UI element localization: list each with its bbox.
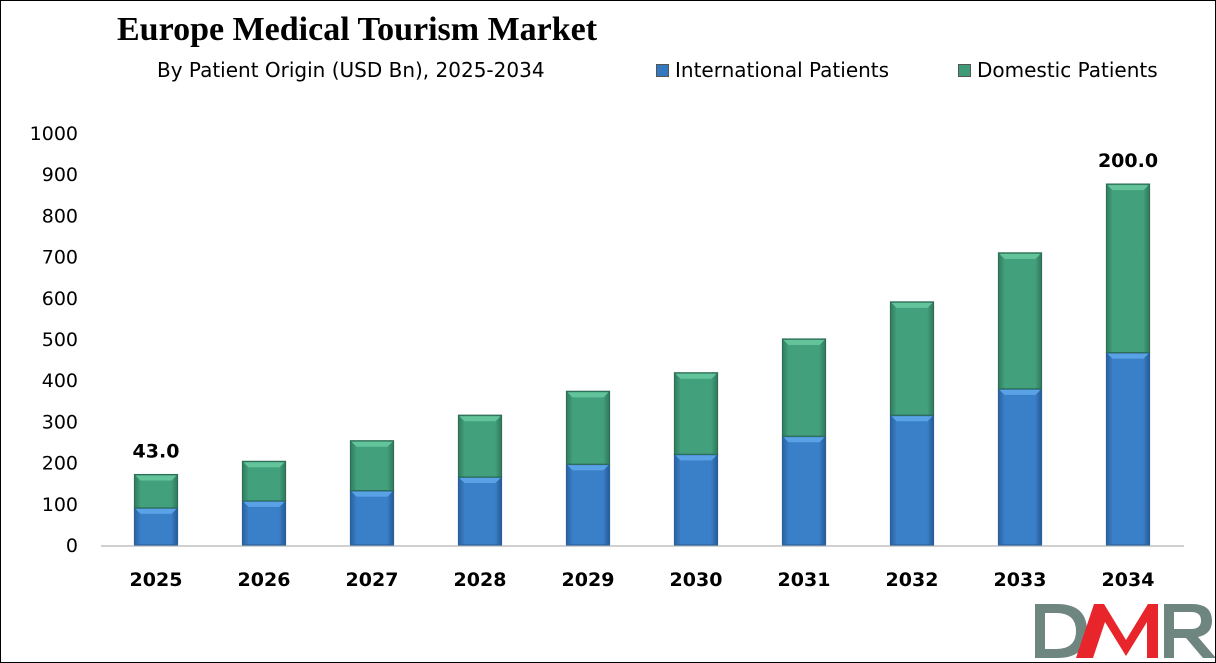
- bar-bevel: [999, 253, 1041, 259]
- bar-bevel: [783, 437, 825, 443]
- bar-bevel: [999, 389, 1041, 395]
- legend-label: Domestic Patients: [977, 58, 1158, 82]
- bar-international-2032: [889, 414, 935, 546]
- bar-international-2030: [673, 453, 719, 546]
- x-tick-label: 2027: [346, 569, 399, 591]
- bar-international-2028: [457, 476, 503, 546]
- bar-domestic-2027: [349, 440, 395, 492]
- bar-bevel: [135, 508, 177, 514]
- x-tick-label: 2028: [454, 569, 507, 591]
- legend-label: International Patients: [675, 58, 890, 82]
- bar-bevel: [891, 302, 933, 308]
- legend-swatch: [656, 63, 669, 77]
- bar-international-2027: [349, 490, 395, 546]
- y-tick-label: 300: [42, 411, 78, 433]
- bar-international-2034: [1105, 351, 1151, 546]
- dmr-logo: [1035, 604, 1215, 658]
- x-tick-label: 2029: [562, 569, 615, 591]
- bar-international-2033: [997, 388, 1043, 546]
- bar-domestic-2033: [997, 252, 1043, 390]
- bar-bevel: [1107, 353, 1149, 359]
- x-tick-label: 2033: [994, 569, 1047, 591]
- legend-item-international: International Patients: [656, 58, 889, 82]
- legend-item-domestic: Domestic Patients: [958, 58, 1158, 82]
- bar-bevel: [459, 478, 501, 484]
- bar-bevel: [135, 475, 177, 481]
- bar-domestic-2031: [781, 338, 827, 437]
- y-tick-label: 700: [42, 247, 78, 269]
- bar-bevel: [567, 465, 609, 471]
- y-tick-label: 0: [66, 535, 78, 557]
- bar-bevel: [351, 491, 393, 497]
- bar-domestic-2032: [889, 301, 935, 416]
- data-label: 200.0: [1098, 150, 1158, 172]
- bar-domestic-2034: [1105, 183, 1151, 354]
- x-tick-label: 2032: [886, 569, 939, 591]
- bar-domestic-2030: [673, 372, 719, 455]
- bar-bevel: [1107, 185, 1149, 191]
- y-tick-label: 600: [42, 288, 78, 310]
- bar-bevel: [675, 373, 717, 379]
- x-tick-label: 2025: [130, 569, 183, 591]
- y-tick-label: 200: [42, 453, 78, 475]
- bar-bevel: [243, 501, 285, 507]
- bar-domestic-2026: [241, 460, 287, 502]
- y-tick-label: 100: [42, 494, 78, 516]
- data-label: 43.0: [133, 441, 180, 463]
- x-tick-label: 2026: [238, 569, 291, 591]
- bar-international-2029: [565, 463, 611, 546]
- x-tick-label: 2034: [1102, 569, 1155, 591]
- bar-international-2026: [241, 500, 287, 546]
- chart-subtitle: By Patient Origin (USD Bn), 2025-2034: [157, 58, 545, 82]
- bar-domestic-2028: [457, 414, 503, 478]
- bar-bevel: [783, 340, 825, 345]
- bar-bevel: [675, 455, 717, 461]
- x-tick-label: 2030: [670, 569, 723, 591]
- bar-domestic-2029: [565, 390, 611, 465]
- y-tick-label: 500: [42, 329, 78, 351]
- x-tick-label: 2031: [778, 569, 831, 591]
- bar-bevel: [567, 392, 609, 398]
- y-tick-label: 1000: [30, 123, 78, 145]
- bar-bevel: [459, 416, 501, 422]
- y-tick-label: 800: [42, 205, 78, 227]
- bar-international-2031: [781, 435, 827, 546]
- chart-title: Europe Medical Tourism Market: [117, 11, 598, 48]
- bar-bevel: [891, 416, 933, 422]
- y-tick-label: 400: [42, 370, 78, 392]
- y-tick-label: 900: [42, 164, 78, 186]
- bar-bevel: [351, 441, 393, 447]
- bar-bevel: [243, 462, 285, 468]
- legend-swatch: [958, 63, 971, 77]
